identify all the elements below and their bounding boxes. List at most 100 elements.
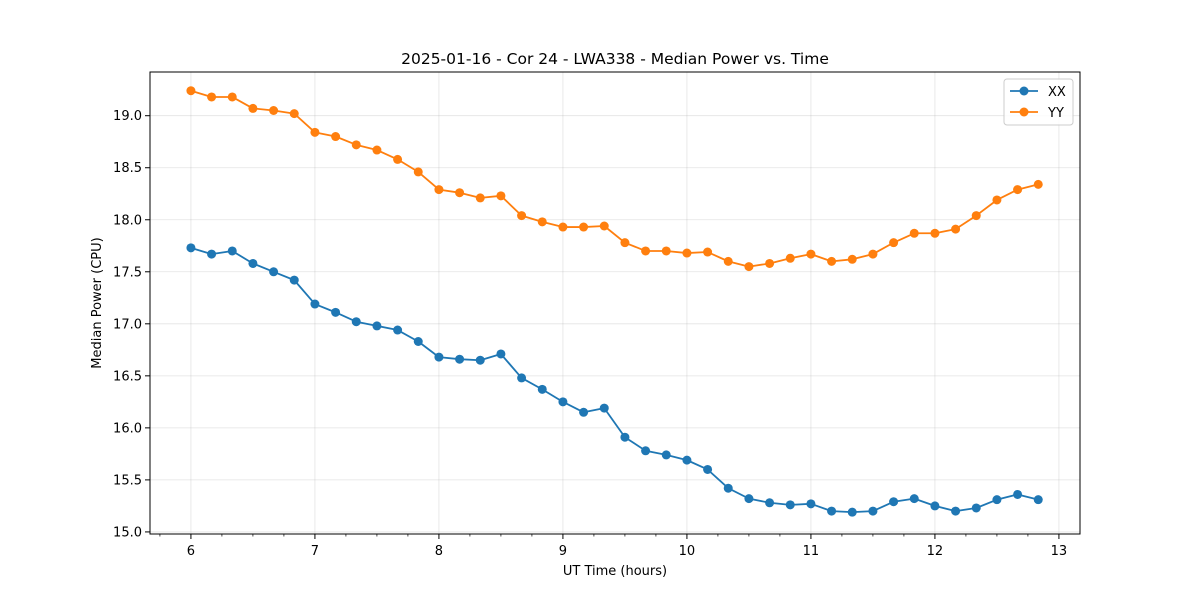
data-point-yy <box>599 221 609 231</box>
x-tick-label: 10 <box>679 544 696 559</box>
data-point-xx <box>310 299 320 309</box>
data-point-xx <box>269 267 279 277</box>
legend: XX YY <box>1003 78 1074 126</box>
data-point-yy <box>434 185 444 195</box>
data-point-xx <box>661 450 671 460</box>
data-point-xx <box>1013 489 1023 499</box>
data-point-yy <box>537 217 547 227</box>
data-point-yy <box>951 224 961 234</box>
data-point-xx <box>207 249 217 259</box>
data-point-xx <box>641 446 651 456</box>
data-point-xx <box>413 337 423 346</box>
data-point-yy <box>413 167 423 177</box>
data-point-xx <box>475 355 485 365</box>
data-point-xx <box>889 497 899 507</box>
data-point-xx <box>558 397 568 407</box>
x-tick-label: 13 <box>1051 544 1068 559</box>
y-axis-label: Median Power (CPU) <box>90 237 105 368</box>
plot-frame <box>149 71 1081 535</box>
data-point-yy <box>909 228 919 238</box>
data-point-xx <box>785 500 795 510</box>
x-tick-label: 7 <box>311 544 319 559</box>
series-layer <box>186 86 1043 517</box>
y-tick-label: 15.5 <box>113 473 142 488</box>
data-point-yy <box>579 222 589 232</box>
data-point-yy <box>331 132 341 142</box>
data-point-xx <box>434 352 444 362</box>
data-point-xx <box>806 499 816 509</box>
ticks: 6 7 8 9 10 11 12 13 15.0 15.5 16.0 16.5 17.0 17.5 18.0… <box>113 109 1067 559</box>
data-point-yy <box>847 254 857 264</box>
data-point-xx <box>579 407 589 417</box>
data-point-xx <box>186 243 196 253</box>
legend-marker-xx <box>1019 86 1029 96</box>
data-point-xx <box>372 321 382 331</box>
data-point-yy <box>517 211 527 221</box>
data-point-xx <box>868 506 878 516</box>
data-point-xx <box>930 501 940 511</box>
data-point-yy <box>641 246 651 256</box>
data-point-yy <box>372 145 382 155</box>
legend-marker-yy <box>1019 107 1029 117</box>
legend-label-xx: XX <box>1048 85 1066 100</box>
data-point-yy <box>992 195 1002 205</box>
data-point-yy <box>723 256 733 266</box>
data-point-yy <box>703 247 713 257</box>
data-point-xx <box>992 495 1002 505</box>
data-point-xx <box>703 464 713 474</box>
data-point-xx <box>744 494 754 504</box>
data-point-xx <box>682 455 692 465</box>
data-point-xx <box>351 317 361 327</box>
data-point-yy <box>1033 179 1043 189</box>
data-point-xx <box>827 506 837 516</box>
series-yy <box>186 86 1043 272</box>
data-point-yy <box>310 127 320 137</box>
data-point-yy <box>930 228 940 238</box>
x-tick-label: 8 <box>435 544 443 559</box>
data-point-yy <box>186 86 196 96</box>
x-tick-label: 6 <box>187 544 195 559</box>
data-point-yy <box>620 238 630 248</box>
y-tick-label: 15.0 <box>113 525 142 540</box>
data-point-yy <box>661 246 671 256</box>
x-tick-label: 12 <box>927 544 944 559</box>
data-point-yy <box>744 262 754 272</box>
data-point-xx <box>393 325 403 335</box>
data-point-xx <box>847 507 857 517</box>
data-point-yy <box>227 92 237 102</box>
data-point-xx <box>537 384 547 394</box>
data-point-yy <box>207 92 217 102</box>
data-point-xx <box>599 403 609 413</box>
data-point-yy <box>806 249 816 259</box>
data-point-yy <box>248 103 258 113</box>
data-point-xx <box>517 373 527 383</box>
data-point-xx <box>496 349 506 359</box>
y-tick-label: 18.0 <box>113 213 142 228</box>
data-point-yy <box>475 193 485 203</box>
y-tick-label: 16.0 <box>113 421 142 436</box>
data-point-yy <box>765 258 775 268</box>
data-point-yy <box>785 253 795 263</box>
data-point-xx <box>951 506 961 516</box>
y-tick-label: 17.0 <box>113 317 142 332</box>
data-point-yy <box>455 188 465 198</box>
grid <box>150 72 1080 534</box>
y-tick-label: 18.5 <box>113 161 142 176</box>
data-point-yy <box>827 256 837 266</box>
data-point-yy <box>889 238 899 248</box>
chart-title: 2025-01-16 - Cor 24 - LWA338 - Median Po… <box>401 50 829 68</box>
y-tick-label: 17.5 <box>113 265 142 280</box>
data-point-yy <box>558 222 568 232</box>
data-point-xx <box>227 246 237 256</box>
y-tick-label: 19.0 <box>113 109 142 124</box>
data-point-yy <box>682 248 692 258</box>
data-point-xx <box>289 275 299 285</box>
y-tick-label: 16.5 <box>113 369 142 384</box>
data-point-yy <box>496 191 506 201</box>
data-point-yy <box>971 211 981 221</box>
data-point-yy <box>1013 185 1023 195</box>
data-point-yy <box>351 140 361 150</box>
data-point-xx <box>1033 495 1043 505</box>
data-point-xx <box>455 354 465 364</box>
